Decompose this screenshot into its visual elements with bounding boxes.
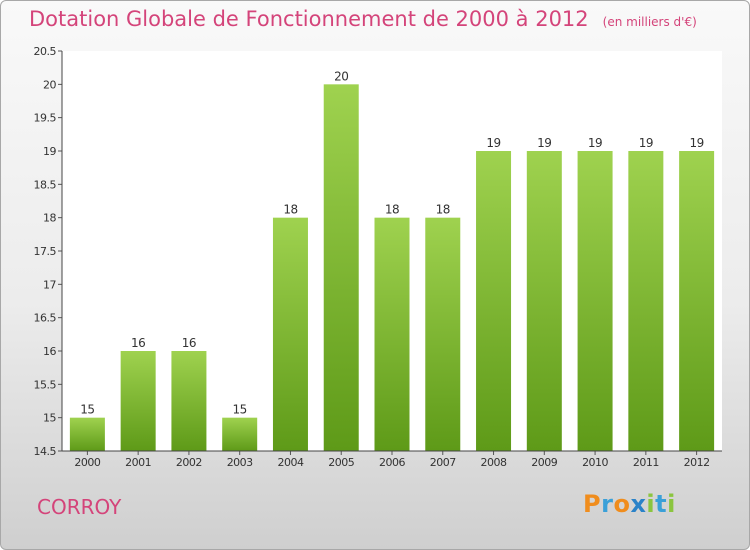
logo-letter: r: [601, 490, 614, 518]
logo-letter: t: [655, 490, 668, 518]
x-tick-label: 2003: [227, 456, 253, 469]
y-tick-label: 18: [43, 212, 56, 225]
x-tick-label: 2007: [430, 456, 456, 469]
y-tick-label: 20.5: [34, 45, 57, 58]
y-tick-label: 17: [43, 278, 56, 291]
logo-letter: x: [630, 490, 647, 518]
bar-value-label: 18: [283, 203, 297, 217]
bar-2000: [69, 417, 105, 451]
bar-value-label: 16: [131, 336, 145, 350]
bar-2008: [476, 151, 512, 451]
bar-value-label: 19: [486, 136, 500, 150]
y-tick-label: 15: [43, 412, 56, 425]
chart-title: Dotation Globale de Fonctionnement de 20…: [29, 7, 589, 31]
bar-2006: [374, 217, 410, 451]
bar-2002: [171, 351, 207, 451]
bar-value-label: 19: [689, 136, 703, 150]
x-tick-label: 2009: [531, 456, 557, 469]
y-tick-label: 14.5: [34, 445, 57, 458]
y-tick-label: 16.5: [34, 312, 57, 325]
logo-letter: i: [667, 490, 676, 518]
bar-value-label: 18: [436, 203, 450, 217]
x-tick-label: 2012: [684, 456, 710, 469]
bar-2009: [526, 151, 562, 451]
chart-unit: (en milliers d'€): [602, 15, 697, 29]
bar-2001: [120, 351, 156, 451]
bar-2005: [323, 84, 359, 451]
x-tick-label: 2005: [328, 456, 354, 469]
bar-2011: [628, 151, 664, 451]
proxiti-logo: Proxiti: [583, 490, 676, 518]
x-tick-label: 2010: [582, 456, 608, 469]
bar-2007: [425, 217, 461, 451]
y-tick-label: 19: [43, 145, 56, 158]
logo-letter: o: [613, 490, 631, 518]
y-tick-label: 16: [43, 345, 56, 358]
x-tick-label: 2001: [125, 456, 151, 469]
x-tick-label: 2002: [176, 456, 202, 469]
bar-2003: [222, 417, 258, 451]
y-tick-label: 19.5: [34, 112, 57, 125]
bar-value-label: 19: [537, 136, 551, 150]
logo-letter: i: [646, 490, 656, 518]
chart-title-block: Dotation Globale de Fonctionnement de 20…: [29, 7, 697, 31]
y-tick-label: 17.5: [34, 245, 57, 258]
bar-value-label: 19: [588, 136, 602, 150]
logo-letter: P: [583, 490, 602, 518]
x-tick-label: 2000: [74, 456, 100, 469]
bar-value-label: 19: [639, 136, 653, 150]
x-tick-label: 2008: [481, 456, 507, 469]
y-tick-label: 15.5: [34, 378, 57, 391]
bar-2004: [272, 217, 308, 451]
bar-value-label: 16: [182, 336, 196, 350]
y-tick-label: 20: [43, 78, 56, 91]
x-tick-label: 2004: [277, 456, 303, 469]
bar-value-label: 20: [334, 69, 348, 83]
bar-2012: [679, 151, 715, 451]
x-tick-label: 2011: [633, 456, 659, 469]
bar-value-label: 15: [80, 403, 94, 417]
x-tick-label: 2006: [379, 456, 405, 469]
bar-value-label: 18: [385, 203, 399, 217]
y-tick-label: 18.5: [34, 178, 57, 191]
commune-name: CORROY: [37, 495, 122, 519]
bar-2010: [577, 151, 613, 451]
bar-value-label: 15: [233, 403, 247, 417]
